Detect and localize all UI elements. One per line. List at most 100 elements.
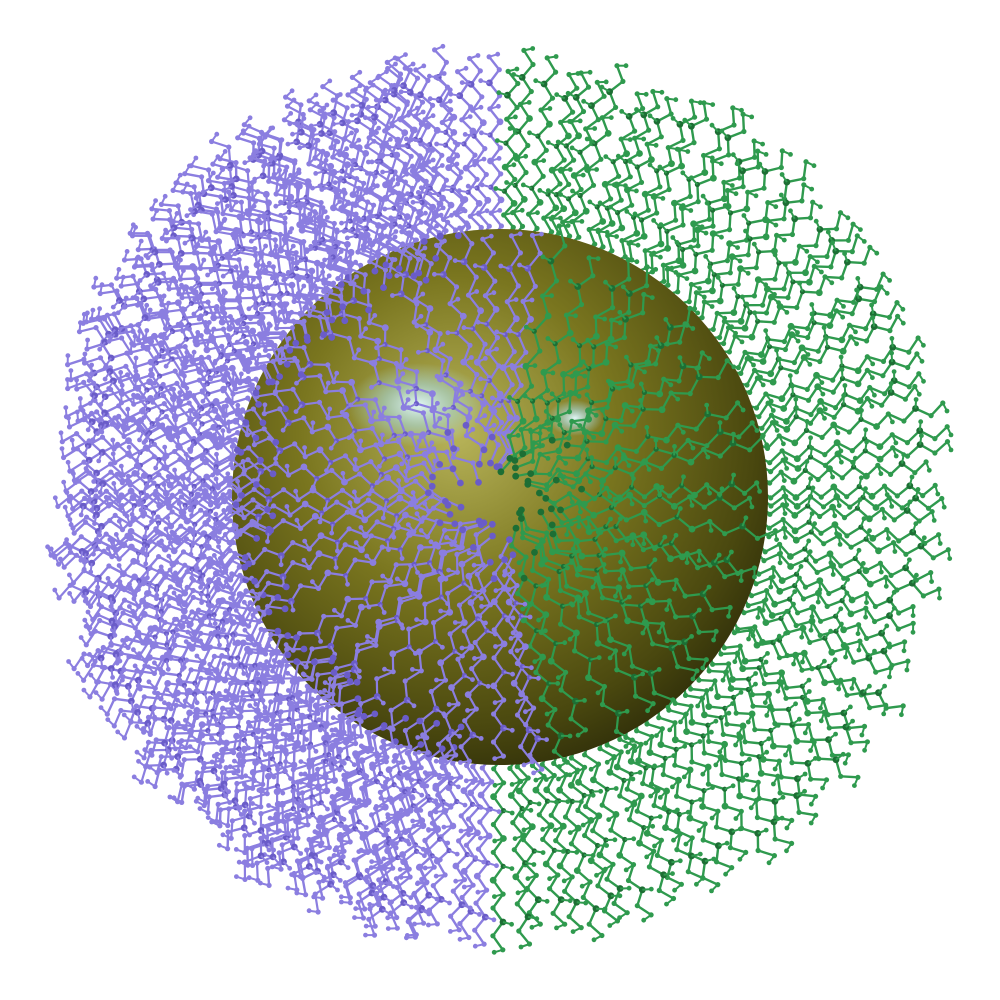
atom [615,153,621,159]
atom [686,814,694,822]
atom [301,283,307,289]
atom [638,179,645,185]
atom [596,655,602,660]
atom [778,669,785,677]
atom [103,531,109,537]
atom [795,610,801,616]
atom [509,921,514,927]
atom [791,512,799,519]
atom [526,115,533,122]
atom [623,63,629,69]
atom [566,914,572,920]
atom [688,718,696,726]
atom [878,569,884,575]
atom [567,898,573,904]
atom [920,493,926,499]
atom [778,164,784,171]
atom [872,504,880,511]
atom [613,104,619,110]
atom [675,289,681,295]
atom [545,188,551,194]
atom [270,264,276,270]
atom [433,873,439,879]
atom [514,764,520,770]
atom [844,494,850,500]
atom [824,603,830,610]
atom [657,795,663,800]
atom [521,827,527,833]
atom [629,663,636,669]
atom [556,776,561,782]
atom [772,836,778,842]
atom [701,711,708,719]
atom [828,264,834,270]
atom [808,476,813,481]
atom [775,688,781,694]
atom [841,515,848,521]
atom [742,739,748,745]
atom [572,648,578,654]
atom [783,631,788,636]
atom [804,248,810,254]
atom [694,881,699,887]
atom [590,511,598,519]
atom [851,676,857,683]
atom [439,163,445,168]
atom [831,414,837,420]
atom [776,633,782,639]
atom [265,865,271,872]
atom [266,353,272,359]
atom [602,906,608,912]
atom [791,359,798,366]
atom [840,626,847,634]
atom [836,503,842,508]
atom [467,789,475,797]
atom [298,771,304,777]
atom [797,280,802,286]
atom [228,364,236,372]
atom [705,781,712,787]
atom [643,518,649,524]
atom [467,114,473,119]
atom [891,517,897,523]
atom [664,637,670,644]
atom [759,358,767,365]
atom [599,218,607,225]
atom [886,314,893,320]
atom [906,384,912,390]
atom [683,728,690,735]
atom [403,213,411,221]
atom [578,186,584,193]
atom [355,899,361,905]
atom [208,376,214,382]
atom [808,748,813,753]
atom [781,237,787,243]
atom [826,590,832,597]
atom [787,270,793,276]
atom [787,373,793,379]
atom [587,199,593,205]
atom [641,917,647,923]
atom [651,690,657,696]
atom [475,889,481,895]
atom [570,188,575,194]
atom [175,203,181,209]
atom [194,653,200,659]
atom [529,924,535,930]
atom [633,693,639,699]
atom [793,405,799,410]
atom [535,728,541,734]
atom [621,651,627,657]
atom [776,356,782,362]
atom [562,814,569,820]
atom [686,299,692,305]
atom [783,752,788,758]
atom [582,832,588,839]
atom [498,223,504,229]
atom [701,169,709,177]
atom [727,685,735,692]
atom [496,67,502,73]
atom [863,427,869,433]
atom [882,515,887,521]
atom [542,582,548,588]
